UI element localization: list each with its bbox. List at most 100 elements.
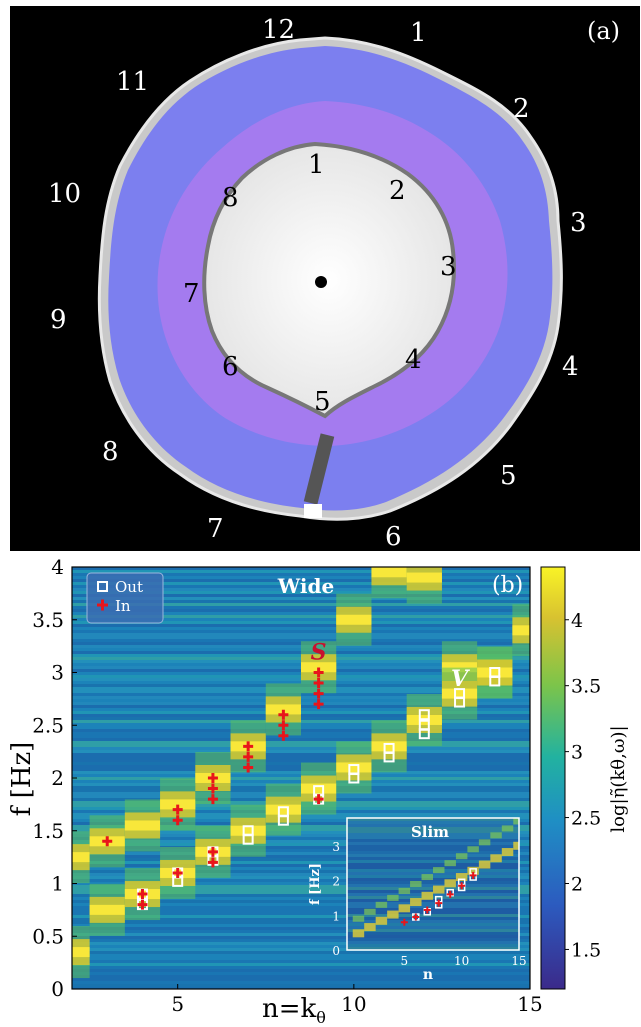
heatmap-band (72, 750, 530, 753)
inset-x-label: n (423, 967, 433, 983)
chart-svg: 00.511.522.533.54 5 10 15 f [Hz] n=kθ Wide… (7, 555, 629, 1027)
heatmap-band (72, 747, 530, 750)
ridge-peak (230, 825, 266, 836)
outer-number: 2 (513, 94, 530, 124)
outer-number: 6 (385, 522, 402, 551)
inset-band (347, 899, 519, 902)
heatmap-band (72, 633, 530, 636)
inset-y-tick-label: 2 (332, 875, 340, 889)
y-axis-label: f [Hz] (7, 742, 37, 817)
inset-ridge (490, 832, 502, 839)
y-tick-label: 1.5 (32, 819, 64, 843)
heatmap-band (72, 984, 530, 987)
heatmap-band (72, 906, 530, 909)
inset-band (347, 881, 519, 884)
outer-number: 12 (262, 15, 295, 45)
inset-heat (347, 818, 519, 950)
x-tick-label: 5 (171, 992, 184, 1016)
inset-ridge (375, 901, 388, 908)
inset-band (347, 851, 519, 854)
heatmap-band (72, 945, 530, 948)
ridge-peak (72, 947, 90, 958)
inset-ridge (410, 898, 422, 907)
heatmap-band (72, 951, 530, 954)
in-marker (172, 815, 183, 826)
colorbar-tick-label: 2 (571, 874, 583, 896)
outer-number: 7 (207, 514, 224, 544)
heatmap-band (72, 897, 530, 900)
colorbar (540, 566, 566, 990)
in-marker (207, 783, 218, 794)
inner-number: 5 (314, 387, 331, 417)
in-marker (243, 751, 254, 762)
colorbar-tick-label: 1.5 (571, 939, 601, 961)
inner-island (202, 141, 456, 419)
heatmap-band (72, 930, 530, 933)
in-marker (278, 730, 289, 741)
heatmap-band (72, 954, 530, 957)
inset-ridge (501, 825, 514, 832)
heatmap-band (72, 927, 530, 930)
ridge-peak (441, 688, 478, 699)
heatmap-band (72, 921, 530, 924)
inset-chart: 0 1 2 3 5 10 15 Slim f [Hz] n (308, 817, 527, 983)
heatmap-band (72, 594, 530, 597)
outer-number: 11 (116, 67, 149, 97)
inner-number: 6 (222, 352, 239, 382)
in-marker (172, 867, 183, 878)
inset-band (347, 872, 519, 875)
inset-band (347, 935, 519, 938)
inset-markers (400, 868, 477, 926)
inset-ridge (352, 929, 365, 938)
legend-label-in: In (115, 597, 131, 615)
inset-band (347, 938, 519, 941)
ridge-peak (301, 783, 337, 794)
inset-ridge (433, 885, 445, 894)
inset-band (347, 941, 519, 944)
heatmap-band (72, 606, 530, 609)
heatmap-band (72, 915, 530, 918)
heatmap-band (72, 618, 530, 621)
heatmap-band (72, 600, 530, 603)
heatmap-band (72, 615, 530, 618)
heatmap-band (72, 858, 530, 861)
in-marker (278, 709, 289, 720)
inset-in-marker (469, 871, 477, 879)
ridge-peak (441, 662, 478, 673)
ridge-peak (406, 572, 442, 583)
inset-ridge (455, 853, 468, 860)
heatmap-band (72, 855, 530, 858)
y-tick-label: 3 (51, 661, 64, 685)
out-marker (418, 728, 430, 740)
inset-ridge (387, 894, 399, 901)
out-marker (383, 751, 395, 763)
heatmap-band (72, 843, 530, 846)
heatmap-band (72, 864, 530, 867)
heatmap-band (72, 582, 530, 585)
in-marker (102, 836, 113, 847)
heatmap-band (72, 966, 530, 969)
colorbar-tick-label: 3.5 (571, 676, 601, 698)
inset-band (347, 818, 519, 821)
heatmap-band (72, 756, 530, 759)
in-marker (207, 846, 218, 857)
in-marker (313, 699, 324, 710)
heatmap-band (72, 936, 530, 939)
inset-in-marker (446, 890, 454, 898)
heatmap-band (72, 894, 530, 897)
in-marker (207, 773, 218, 783)
ridge-peak (336, 614, 372, 625)
inset-ridge (364, 908, 376, 915)
inset-ridge (478, 839, 491, 846)
inset-x-ticks: 5 10 15 (401, 954, 527, 968)
inset-ridge (421, 874, 433, 881)
inset-ridge (352, 915, 365, 922)
heatmap-band (72, 639, 530, 642)
inset-band (347, 824, 519, 827)
inset-ridge (513, 818, 519, 825)
inset-band (347, 860, 519, 863)
panel-b-chart: 0 0.5 1 1.5 2 2.5 3 3.5 4 5 10 15 f [Hz] n=kθ Wide… (0, 555, 641, 1027)
colorbar-tick-label: 4 (571, 610, 583, 632)
ridge-peak (301, 662, 337, 673)
inset-band (347, 947, 519, 950)
